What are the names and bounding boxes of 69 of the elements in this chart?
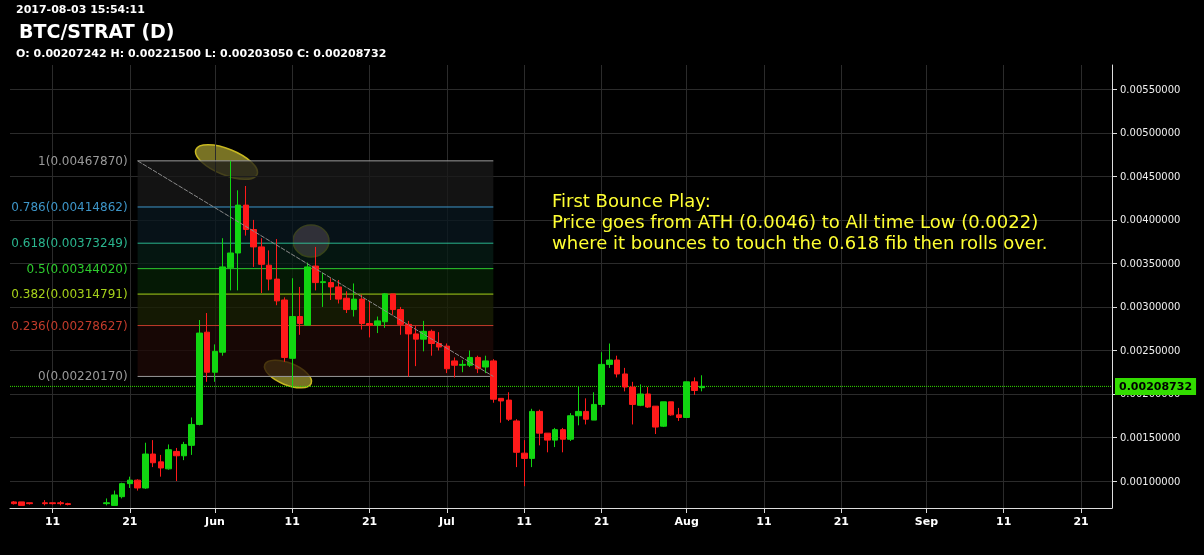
- x-tick-label: Aug: [674, 515, 699, 528]
- candlestick: [304, 262, 311, 326]
- candlestick: [529, 408, 535, 468]
- candlestick: [475, 355, 481, 374]
- candlestick: [521, 439, 528, 487]
- candlestick: [668, 401, 674, 417]
- series-label: 0.618(0.00373249): [11, 236, 128, 251]
- candlestick: [683, 381, 690, 418]
- y-tick-label: 0.00250000: [1120, 344, 1181, 356]
- x-tick-label: Jun: [204, 515, 225, 528]
- candlestick: [660, 401, 667, 428]
- x-tick-label: 21: [593, 515, 610, 528]
- candlestick: [165, 443, 172, 471]
- y-tick-label: 0.00400000: [1120, 214, 1181, 226]
- candlestick: [312, 246, 319, 291]
- candlestick: [158, 454, 164, 478]
- candlestick: [420, 320, 427, 352]
- ref-line-label: 0.00208732: [1119, 379, 1193, 393]
- x-tick-label: 11: [44, 515, 61, 528]
- candlestick: [513, 418, 520, 468]
- x-tick-label: 21: [122, 515, 138, 528]
- candlestick: [691, 376, 698, 396]
- candlestick: [150, 439, 156, 468]
- candlestick: [637, 383, 644, 407]
- candlestick: [506, 391, 512, 422]
- x-tick-label: 21: [1073, 515, 1089, 528]
- candlestick: [583, 397, 589, 425]
- candlestick: [320, 272, 326, 308]
- candlestick: [243, 185, 249, 237]
- y-tick-label: 0.00500000: [1120, 127, 1181, 139]
- candlestick: [699, 374, 705, 392]
- candlestick: [297, 286, 303, 336]
- y-tick-label: 0.00450000: [1120, 170, 1181, 182]
- x-tick-label: 11: [516, 515, 532, 528]
- candlestick: [676, 407, 682, 422]
- series-label: 0.236(0.00278627): [11, 318, 128, 333]
- text: 2017-08-03 15:54:11: [16, 3, 145, 16]
- series-label: 1(0.00467870): [38, 153, 128, 168]
- y-tick-label: 0.00150000: [1120, 432, 1181, 443]
- y-tick-label: 0.00350000: [1120, 257, 1181, 269]
- candlestick: [552, 427, 558, 448]
- y-tick-label: 0.00100000: [1120, 475, 1181, 487]
- series-label: 0.5(0.00344020): [26, 261, 128, 276]
- series-label: 0.786(0.00414862): [11, 199, 128, 214]
- candlestick: [614, 355, 620, 378]
- text: O: 0.00207242 H: 0.00221500 L: 0.00203050 C: 0.00208732: [16, 47, 387, 60]
- x-tick-label: Jul: [438, 515, 455, 528]
- candlestick: [560, 427, 566, 453]
- candlestick: [142, 442, 149, 490]
- x-tick-label: 21: [833, 515, 849, 528]
- series-label: 0.382(0.00314791): [11, 287, 128, 302]
- candlestick: [289, 277, 296, 389]
- candlestick: [482, 355, 489, 374]
- candlestick: [204, 312, 210, 383]
- x-tick-label: Sep: [914, 515, 939, 528]
- x-tick-label: 11: [756, 515, 772, 528]
- y-tick-label: 0.00300000: [1120, 301, 1181, 313]
- candlestick: [266, 249, 272, 291]
- y-tick-label: 0.00550000: [1120, 83, 1181, 95]
- candlestick: [134, 478, 141, 492]
- candlestick: [351, 282, 357, 318]
- annotation: First Bounce Play: Price goes from ATH (0.0046) to All time Low (0.0022) where it bounces to touch the 0.618 fib then rolls over.: [552, 190, 1048, 253]
- candlestick: [173, 447, 180, 482]
- x-tick-label: 21: [361, 515, 378, 528]
- candlestick: [127, 476, 133, 489]
- x-tick-label: 11: [996, 515, 1012, 528]
- series-label: 0(0.00220170): [38, 369, 128, 384]
- x-tick-label: 11: [284, 515, 300, 528]
- chart-title: BTC/STRAT (D): [19, 19, 175, 42]
